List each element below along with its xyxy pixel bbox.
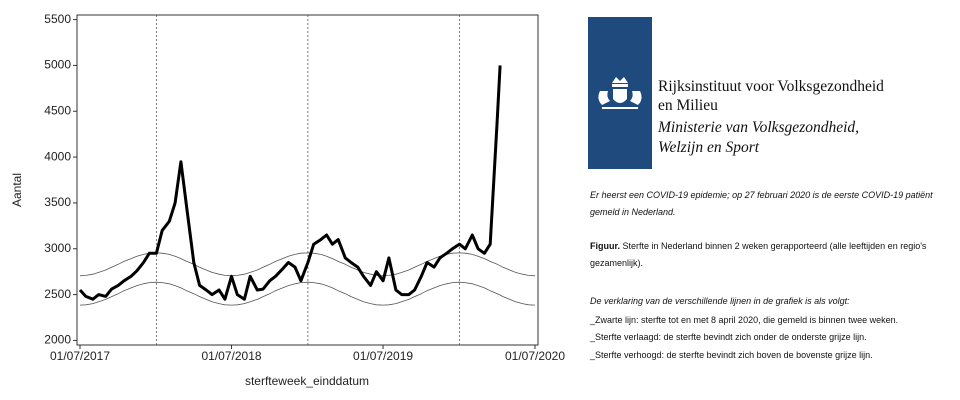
logo xyxy=(588,17,652,169)
legend-intro: De verklaring van de verschillende lijne… xyxy=(590,296,850,306)
info-panel: Rijksinstituut voor Volksgezondheid en M… xyxy=(588,0,960,400)
notice: Er heerst een COVID-19 epidemie; op 27 f… xyxy=(590,190,933,217)
x-tick-label: 01/07/2019 xyxy=(353,349,413,363)
x-tick-label: 01/07/2018 xyxy=(201,349,261,363)
x-tick-label: 01/07/2020 xyxy=(505,349,565,363)
y-tick-label: 3000 xyxy=(44,241,71,255)
x-tick-label: 01/07/2017 xyxy=(50,349,110,363)
legend-item: _Zwarte lijn: sterfte tot en met 8 april… xyxy=(590,315,899,325)
y-axis-label: Aantal xyxy=(10,173,24,207)
figure-label: Figuur. xyxy=(590,241,620,251)
y-tick-label: 4000 xyxy=(44,149,71,163)
y-tick-label: 4500 xyxy=(44,103,71,117)
figure-caption: Sterfte in Nederland binnen 2 weken gera… xyxy=(590,241,927,268)
y-tick-label: 5500 xyxy=(44,12,71,26)
y-tick-label: 3500 xyxy=(44,195,71,209)
x-axis-label: sterfteweek_einddatum xyxy=(245,374,369,388)
y-tick-label: 2000 xyxy=(44,333,71,347)
y-tick-label: 5000 xyxy=(44,58,71,72)
org-name: Rijksinstituut voor Volksgezondheid xyxy=(658,78,884,95)
chart: Aantal sterfteweek_einddatum 2000 2500 300… xyxy=(10,12,565,388)
ministry-name: Welzijn en Sport xyxy=(658,139,760,156)
figure-caption-block: Figuur. Sterfte in Nederland binnen 2 we… xyxy=(590,238,958,272)
org-name: en Milieu xyxy=(658,97,718,114)
legend-item: _Sterfte verhoogd: de sterfte bevindt zi… xyxy=(590,350,873,360)
plot-frame xyxy=(76,14,539,346)
series-line xyxy=(78,65,502,301)
legend-item: _Sterfte verlaagd: de sterfte bevindt zi… xyxy=(590,332,867,342)
y-tick-label: 2500 xyxy=(44,287,71,301)
ministry-name: Ministerie van Volksgezondheid, xyxy=(658,119,860,136)
series-line xyxy=(79,281,536,306)
